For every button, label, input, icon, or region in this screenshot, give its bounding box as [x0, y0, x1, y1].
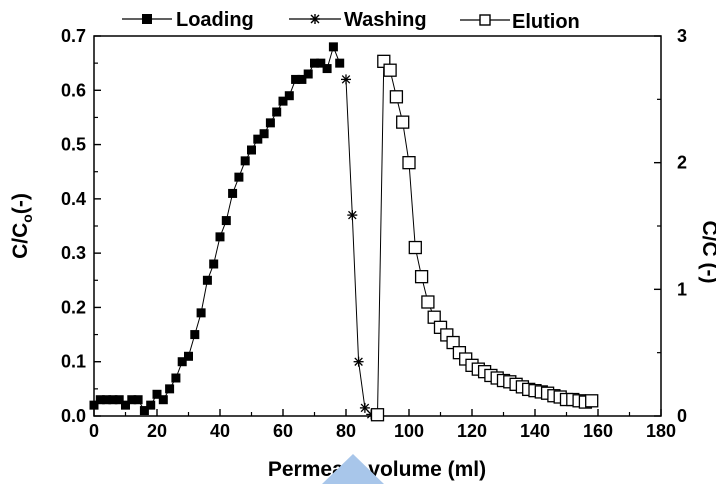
y-axis-title-right: C/C (-): [698, 221, 716, 284]
data-point: [291, 74, 301, 84]
data-point: [322, 64, 332, 74]
data-point: [196, 308, 206, 318]
data-point: [316, 58, 326, 68]
x-tick-label: 60: [273, 421, 293, 441]
data-point: [184, 351, 193, 361]
x-tick-label: 40: [210, 421, 230, 441]
data-point: [139, 406, 149, 416]
data-point: [402, 156, 416, 170]
data-point: [177, 357, 187, 367]
data-point: [234, 172, 244, 182]
data-point: [247, 145, 256, 155]
data-point: [190, 330, 200, 340]
x-axis-title: Permeate volume (ml): [268, 458, 486, 481]
x-tick-label: 120: [457, 421, 487, 441]
data-point: [133, 395, 143, 405]
legend-elution: Elution: [460, 11, 580, 33]
series-layer: [89, 42, 599, 422]
data-point: [253, 134, 263, 144]
data-point: [240, 156, 250, 166]
y-left-tick-label: 0.1: [61, 352, 86, 372]
x-tick-label: 20: [147, 421, 167, 441]
data-point: [95, 395, 105, 405]
x-tick-label: 80: [336, 421, 356, 441]
data-point: [278, 96, 288, 106]
decorative-triangle-icon: [322, 454, 384, 484]
series-line: [93, 45, 341, 412]
data-point: [108, 395, 118, 405]
y-right-tick-label: 3: [677, 26, 687, 46]
data-point: [284, 91, 294, 101]
data-point: [328, 42, 338, 52]
x-tick-label: 160: [583, 421, 613, 441]
data-point: [353, 356, 364, 367]
data-point: [89, 400, 99, 410]
data-point: [383, 63, 397, 77]
series-elution: [370, 54, 599, 422]
y-left-tick-label: 0.7: [61, 26, 86, 46]
data-point: [102, 395, 112, 405]
data-point: [389, 90, 404, 104]
data-point: [370, 408, 385, 422]
data-point: [421, 295, 435, 309]
data-point: [359, 402, 370, 413]
y-axis-title-left: C/Co(-): [9, 193, 35, 259]
data-point: [585, 394, 599, 408]
series-washing: [341, 74, 383, 421]
data-point: [259, 129, 269, 139]
data-point: [121, 400, 130, 410]
legend-asterisk-icon: [310, 14, 320, 24]
data-point: [152, 389, 162, 399]
x-tick-label: 180: [646, 421, 676, 441]
y-left-tick-label: 0.2: [61, 297, 86, 317]
y-left-tick-label: 0.5: [61, 135, 86, 155]
data-point: [215, 232, 225, 242]
data-point: [171, 373, 181, 383]
x-tick-label: 0: [89, 421, 99, 441]
data-point: [209, 259, 219, 269]
legend-label-loading: Loading: [176, 9, 254, 31]
series-line: [377, 59, 592, 415]
legend: Loading Washing Elution: [122, 9, 580, 33]
y-left-tick-label: 0.0: [61, 406, 86, 426]
data-point: [310, 58, 319, 68]
axis-ticks: 0 20 40 60 80 100 120 140 160 1800.00.10.20.30.40…: [61, 26, 687, 441]
data-point: [165, 384, 175, 394]
data-point: [297, 74, 307, 84]
data-point: [347, 210, 358, 221]
data-point: [146, 400, 156, 410]
data-point: [341, 74, 351, 85]
x-tick-label: 100: [394, 421, 424, 441]
y-left-tick-label: 0.3: [61, 243, 86, 263]
data-point: [114, 395, 124, 405]
legend-loading: Loading: [122, 9, 254, 31]
legend-label-washing: Washing: [344, 9, 427, 31]
data-point: [265, 118, 275, 128]
y-left-tick-label: 0.4: [61, 189, 86, 209]
data-point: [272, 107, 282, 117]
data-point: [228, 188, 238, 198]
y-right-tick-label: 1: [677, 279, 687, 299]
data-point: [221, 216, 231, 226]
data-point: [303, 69, 313, 79]
data-point: [335, 58, 345, 68]
legend-label-elution: Elution: [512, 11, 580, 33]
x-tick-label: 140: [520, 421, 550, 441]
y-right-tick-label: 0: [677, 406, 687, 426]
data-point: [408, 240, 422, 255]
legend-washing: Washing: [289, 9, 427, 31]
data-point: [202, 275, 212, 285]
y-right-tick-label: 2: [677, 153, 687, 173]
data-point: [396, 115, 410, 129]
data-point: [127, 395, 137, 405]
data-point: [414, 270, 429, 284]
y-left-tick-label: 0.6: [61, 80, 86, 100]
data-point: [158, 395, 168, 405]
series-loading: [89, 42, 345, 416]
